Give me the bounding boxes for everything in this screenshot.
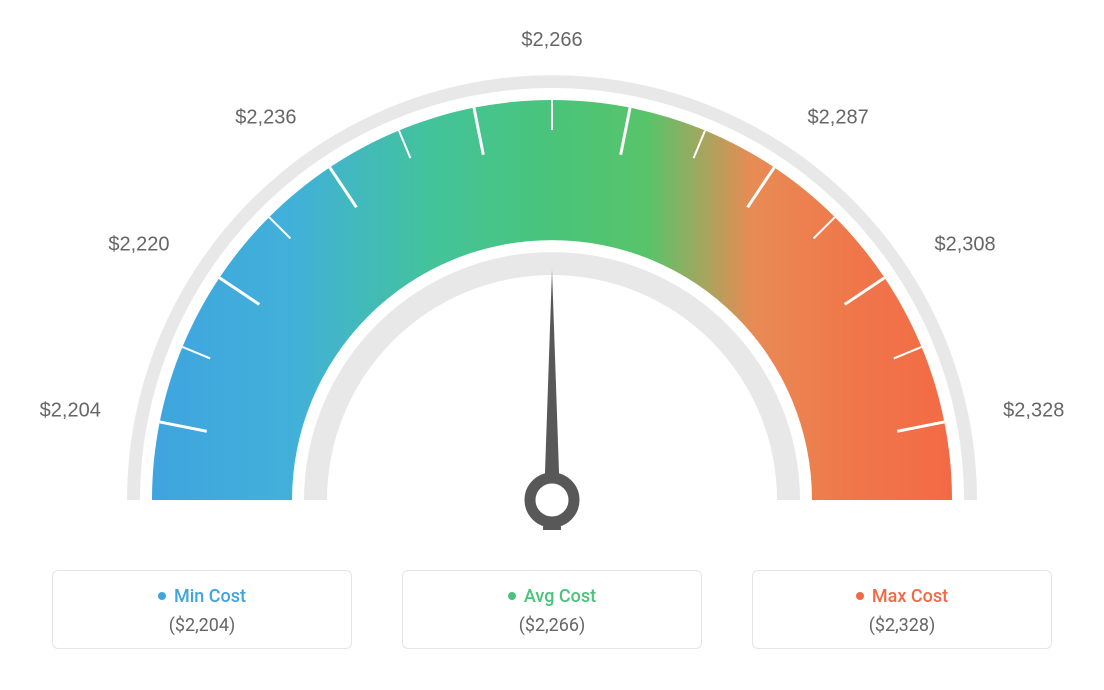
legend-card-min: Min Cost ($2,204) [52, 570, 352, 649]
legend-value-avg: ($2,266) [421, 615, 683, 636]
svg-text:$2,266: $2,266 [521, 29, 582, 51]
svg-text:$2,236: $2,236 [235, 107, 296, 129]
legend-card-max: Max Cost ($2,328) [752, 570, 1052, 649]
legend-label-avg: Avg Cost [524, 586, 596, 607]
legend-title-avg: Avg Cost [508, 586, 596, 607]
gauge-chart: $2,204 $2,220 $2,236 $2,266 $2,287 $2,308 $2,3… [22, 0, 1082, 560]
legend-value-max: ($2,328) [771, 615, 1033, 636]
legend-dot-max [856, 592, 864, 600]
gauge-container: $2,204 $2,220 $2,236 $2,266 $2,287 $2,308 $2,3… [22, 0, 1082, 560]
svg-text:$2,204: $2,204 [40, 399, 101, 421]
legend-title-min: Min Cost [158, 586, 246, 607]
legend-dot-avg [508, 592, 516, 600]
legend-row: Min Cost ($2,204) Avg Cost ($2,266) Max … [0, 570, 1104, 649]
legend-title-max: Max Cost [856, 586, 948, 607]
svg-text:$2,287: $2,287 [808, 107, 869, 129]
legend-label-min: Min Cost [174, 586, 246, 607]
legend-dot-min [158, 592, 166, 600]
legend-card-avg: Avg Cost ($2,266) [402, 570, 702, 649]
svg-text:$2,308: $2,308 [934, 233, 995, 255]
legend-label-max: Max Cost [872, 586, 948, 607]
svg-text:$2,328: $2,328 [1003, 399, 1064, 421]
legend-value-min: ($2,204) [71, 615, 333, 636]
svg-text:$2,220: $2,220 [108, 233, 169, 255]
